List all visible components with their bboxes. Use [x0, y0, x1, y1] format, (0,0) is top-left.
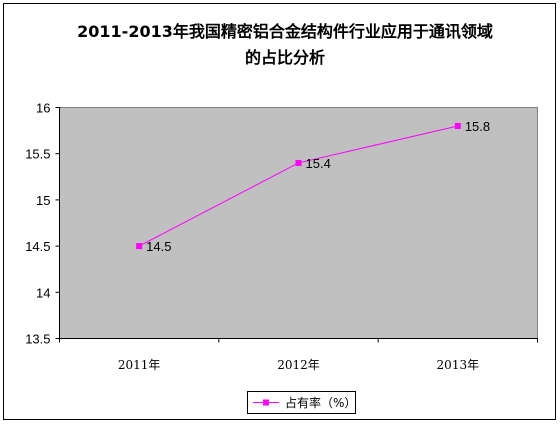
- y-tick-label: 15: [36, 193, 50, 208]
- legend-box: [247, 391, 356, 414]
- legend-label: 占有率（%）: [285, 395, 356, 410]
- data-label: 15.8: [465, 119, 490, 134]
- legend: 占有率（%）: [247, 391, 356, 414]
- y-tick-label: 15.5: [25, 147, 50, 162]
- y-tick-label: 13.5: [25, 332, 50, 347]
- data-point-marker: [454, 122, 461, 129]
- y-tick-label: 14.5: [25, 239, 50, 254]
- x-axis-ticks: 2011年 2012年 2013年: [59, 338, 538, 372]
- y-tick-label: 14: [36, 285, 50, 300]
- legend-marker-swatch: [263, 399, 269, 406]
- chart-title-line-2: 的占比分析: [245, 48, 325, 67]
- data-label: 14.5: [146, 239, 171, 254]
- x-tick-label: 2012年: [277, 358, 320, 372]
- data-point-marker: [136, 243, 143, 250]
- plot-area: [59, 107, 538, 339]
- chart-title-line-1: 2011-2013年我国精密铝合金结构件行业应用于通讯领域: [77, 22, 493, 41]
- data-labels: 14.5 15.4 15.8: [146, 119, 490, 254]
- series-line-group: [136, 122, 461, 250]
- y-axis-ticks: 13.5 14 14.5 15 15.5 16: [25, 101, 60, 347]
- x-tick-label: 2011年: [118, 358, 161, 372]
- x-tick-label: 2013年: [437, 358, 480, 372]
- data-point-marker: [295, 159, 302, 166]
- y-tick-label: 16: [36, 101, 50, 116]
- data-label: 15.4: [306, 156, 331, 171]
